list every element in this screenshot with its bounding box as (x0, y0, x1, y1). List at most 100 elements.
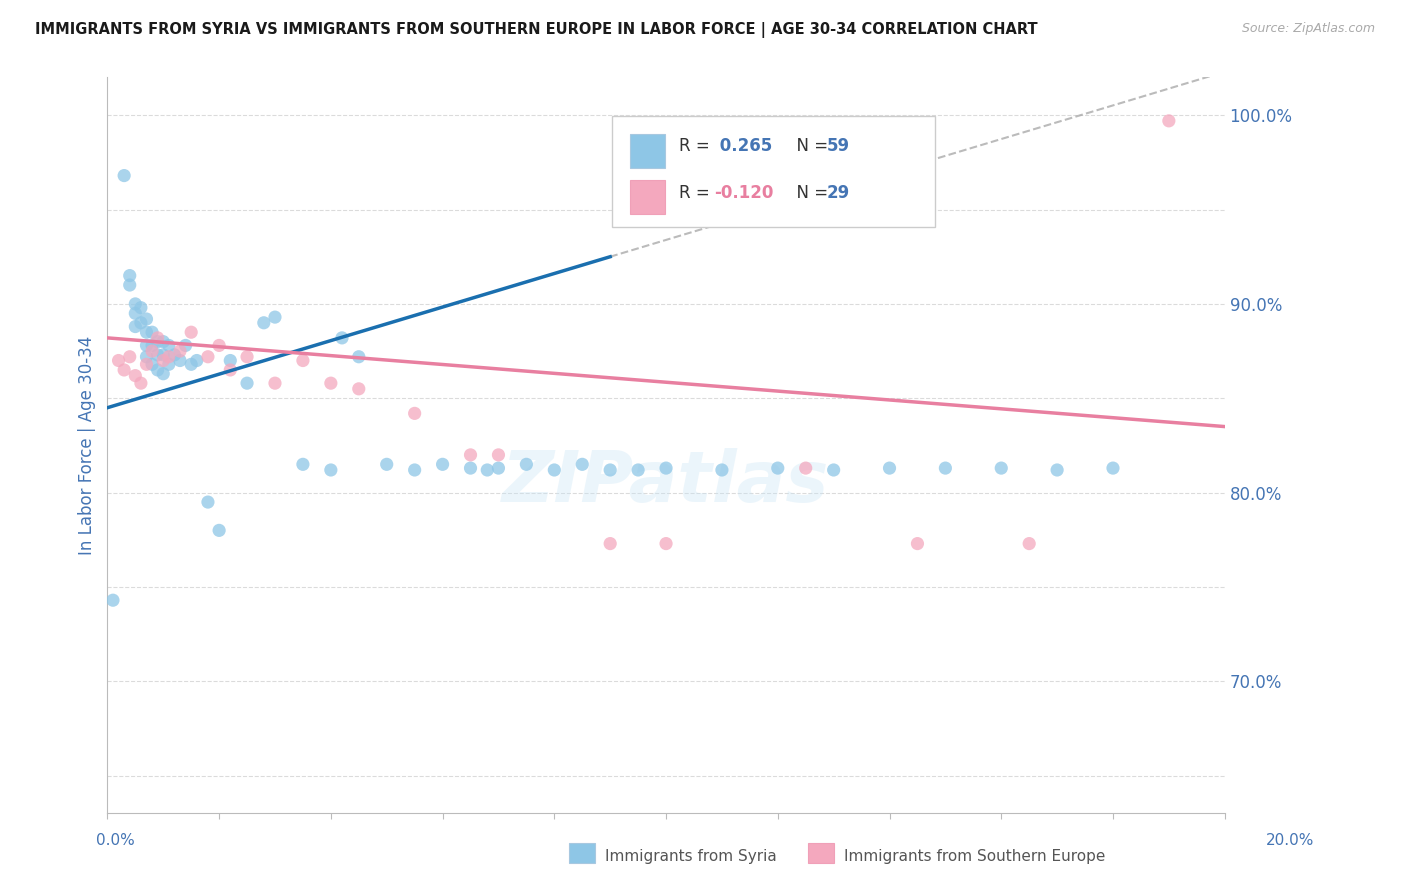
Point (934, 461, 956, 475)
Point (488, 448, 510, 462)
Point (124, 368, 146, 383)
Point (990, 461, 1012, 475)
Point (404, 406, 426, 420)
Text: ZIPatlas: ZIPatlas (502, 448, 830, 516)
Point (152, 353, 174, 368)
Point (907, 536, 929, 550)
Point (112, 169, 135, 183)
Point (169, 353, 191, 368)
Point (152, 348, 174, 362)
Point (118, 268, 141, 283)
Point (655, 461, 678, 475)
Point (319, 376, 342, 391)
Point (129, 376, 152, 391)
Point (599, 463, 621, 477)
Point (1018, 536, 1040, 550)
Point (124, 297, 146, 311)
Text: Immigrants from Syria: Immigrants from Syria (605, 849, 776, 863)
Text: N =: N = (786, 137, 834, 155)
Point (253, 316, 276, 330)
Point (141, 344, 163, 359)
Point (135, 325, 157, 339)
Point (477, 463, 499, 477)
Point (375, 458, 398, 472)
Point (152, 334, 174, 349)
Point (135, 312, 157, 326)
Text: 29: 29 (827, 184, 851, 202)
Point (152, 367, 174, 381)
Point (141, 357, 163, 371)
Point (197, 350, 219, 364)
Point (571, 458, 593, 472)
Point (291, 353, 314, 368)
Point (135, 350, 157, 364)
Point (186, 353, 208, 368)
Point (129, 301, 152, 315)
Point (460, 448, 482, 462)
Point (135, 357, 157, 371)
Point (146, 334, 169, 349)
Point (141, 325, 163, 339)
Point (208, 338, 231, 352)
Point (264, 310, 287, 325)
Point (163, 348, 186, 362)
Text: Source: ZipAtlas.com: Source: ZipAtlas.com (1241, 22, 1375, 36)
Text: Immigrants from Southern Europe: Immigrants from Southern Europe (844, 849, 1105, 863)
Point (208, 524, 231, 538)
Point (655, 536, 678, 550)
Point (1046, 463, 1069, 477)
Point (180, 357, 202, 371)
Point (157, 357, 180, 371)
Point (118, 350, 141, 364)
Point (347, 382, 370, 396)
Point (112, 363, 135, 377)
Text: R =: R = (679, 137, 716, 155)
Point (319, 463, 342, 477)
Point (291, 458, 314, 472)
Point (146, 331, 169, 345)
Text: 0.265: 0.265 (714, 137, 772, 155)
Point (1102, 461, 1125, 475)
Point (599, 536, 621, 550)
Point (1157, 113, 1180, 128)
Point (157, 338, 180, 352)
Point (823, 463, 845, 477)
Point (197, 495, 219, 509)
Point (794, 461, 817, 475)
Text: 0.0%: 0.0% (96, 833, 135, 847)
Point (236, 350, 259, 364)
Point (174, 338, 197, 352)
Point (124, 319, 146, 334)
Point (219, 353, 242, 368)
Point (515, 458, 537, 472)
Point (169, 344, 191, 359)
Point (236, 376, 259, 391)
Point (124, 306, 146, 320)
Point (460, 461, 482, 475)
Text: R =: R = (679, 184, 716, 202)
Text: 59: 59 (827, 137, 849, 155)
Text: 20.0%: 20.0% (1267, 833, 1315, 847)
Point (146, 363, 169, 377)
Point (710, 463, 733, 477)
Point (404, 463, 426, 477)
Text: -0.120: -0.120 (714, 184, 773, 202)
Point (488, 461, 510, 475)
Point (146, 348, 169, 362)
Point (107, 353, 129, 368)
Point (180, 325, 202, 339)
Point (219, 363, 242, 377)
Point (879, 461, 901, 475)
Y-axis label: In Labor Force | Age 30-34: In Labor Force | Age 30-34 (79, 335, 96, 555)
Point (432, 458, 454, 472)
Point (129, 316, 152, 330)
Point (118, 278, 141, 293)
Point (135, 338, 157, 352)
Text: IMMIGRANTS FROM SYRIA VS IMMIGRANTS FROM SOUTHERN EUROPE IN LABOR FORCE | AGE 30: IMMIGRANTS FROM SYRIA VS IMMIGRANTS FROM… (35, 22, 1038, 38)
Point (264, 376, 287, 391)
Text: N =: N = (786, 184, 834, 202)
Point (330, 331, 353, 345)
Point (347, 350, 370, 364)
Point (766, 461, 789, 475)
Point (157, 350, 180, 364)
